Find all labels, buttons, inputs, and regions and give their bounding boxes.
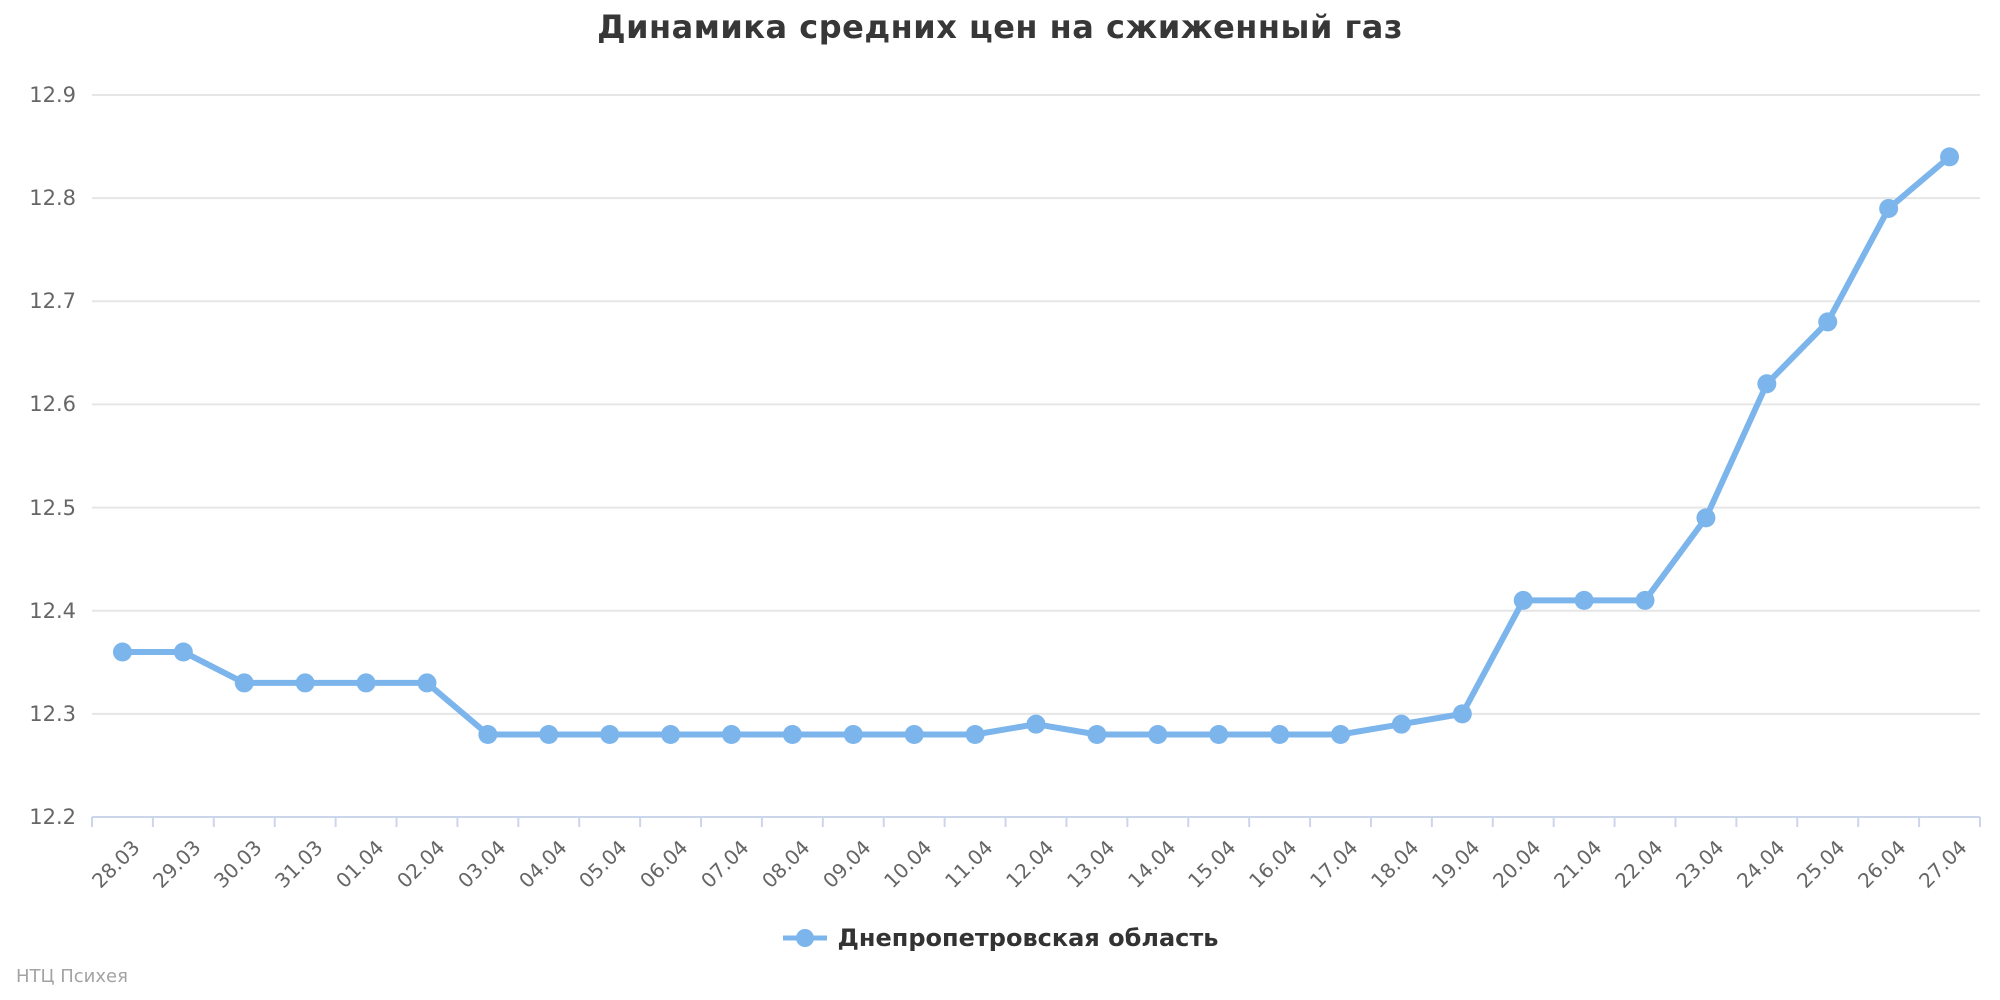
legend: Днепропетровская область <box>0 924 2000 952</box>
data-point[interactable] <box>721 724 741 744</box>
data-point[interactable] <box>539 724 559 744</box>
data-point[interactable] <box>478 724 498 744</box>
data-point[interactable] <box>234 673 254 693</box>
data-point[interactable] <box>1940 147 1960 167</box>
data-point[interactable] <box>1087 724 1107 744</box>
y-axis-label: 12.3 <box>29 701 76 726</box>
data-point[interactable] <box>1331 724 1351 744</box>
data-point[interactable] <box>295 673 315 693</box>
data-point[interactable] <box>1026 714 1046 734</box>
y-axis-label: 12.4 <box>29 598 76 623</box>
y-axis-label: 12.6 <box>29 392 76 417</box>
legend-item[interactable]: Днепропетровская область <box>782 924 1219 952</box>
data-point[interactable] <box>1209 724 1229 744</box>
chart-title: Динамика средних цен на сжиженный газ <box>597 8 1403 46</box>
data-point[interactable] <box>965 724 985 744</box>
y-axis-label: 12.8 <box>29 186 76 211</box>
legend-marker-icon <box>782 929 827 947</box>
data-point[interactable] <box>417 673 437 693</box>
data-point[interactable] <box>1452 704 1472 724</box>
data-point[interactable] <box>1818 312 1838 332</box>
data-point[interactable] <box>661 724 681 744</box>
data-point[interactable] <box>1391 714 1411 734</box>
data-point[interactable] <box>600 724 620 744</box>
data-point[interactable] <box>1696 508 1716 528</box>
series-line <box>119 153 1953 738</box>
y-axis-label: 12.9 <box>29 83 76 107</box>
data-point[interactable] <box>782 724 802 744</box>
data-point[interactable] <box>1574 590 1594 610</box>
data-point[interactable] <box>1635 590 1655 610</box>
data-point[interactable] <box>904 724 924 744</box>
data-point[interactable] <box>1757 374 1777 394</box>
data-point[interactable] <box>1879 198 1899 218</box>
data-point[interactable] <box>1270 724 1290 744</box>
y-axis-label: 12.7 <box>29 289 76 314</box>
data-point[interactable] <box>843 724 863 744</box>
y-axis-label: 12.2 <box>29 805 76 829</box>
credits-link[interactable]: НТЦ Психея <box>16 966 128 987</box>
y-axis-label: 12.5 <box>29 495 76 520</box>
data-point[interactable] <box>356 673 376 693</box>
data-point[interactable] <box>112 642 132 662</box>
data-point[interactable] <box>1148 724 1168 744</box>
data-point[interactable] <box>173 642 193 662</box>
data-point[interactable] <box>1513 590 1533 610</box>
legend-item-label: Днепропетровская область <box>837 924 1219 952</box>
